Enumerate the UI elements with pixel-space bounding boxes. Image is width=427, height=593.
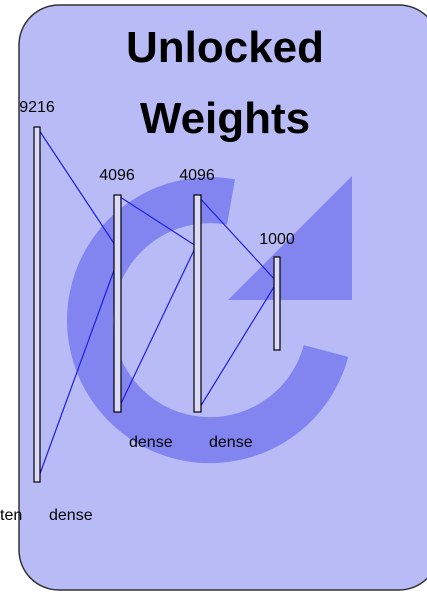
refresh-arc [67,177,349,464]
layer-label: dense [209,434,253,451]
refresh-arrowhead [228,176,352,300]
layers [33,126,281,483]
title-line: Unlocked [126,23,324,72]
layer-box [33,126,41,483]
layer-label: dense [49,507,93,524]
layer-size: 1000 [259,231,295,248]
connections [36,126,278,483]
layer-box [273,256,281,351]
layer-size: 4096 [99,167,135,184]
layer-size: 4096 [179,167,215,184]
card [18,4,427,591]
layer-label: dense [129,434,173,451]
layer-label: ten [0,507,22,524]
connection [196,281,278,413]
connection [116,245,197,413]
title-line: Weights [140,94,310,143]
connection [36,261,118,483]
connection [116,194,197,247]
layer-size: 9216 [19,99,55,116]
layer-box [193,194,202,413]
connection [36,126,118,249]
layer-box [113,194,122,413]
connection [196,194,278,283]
